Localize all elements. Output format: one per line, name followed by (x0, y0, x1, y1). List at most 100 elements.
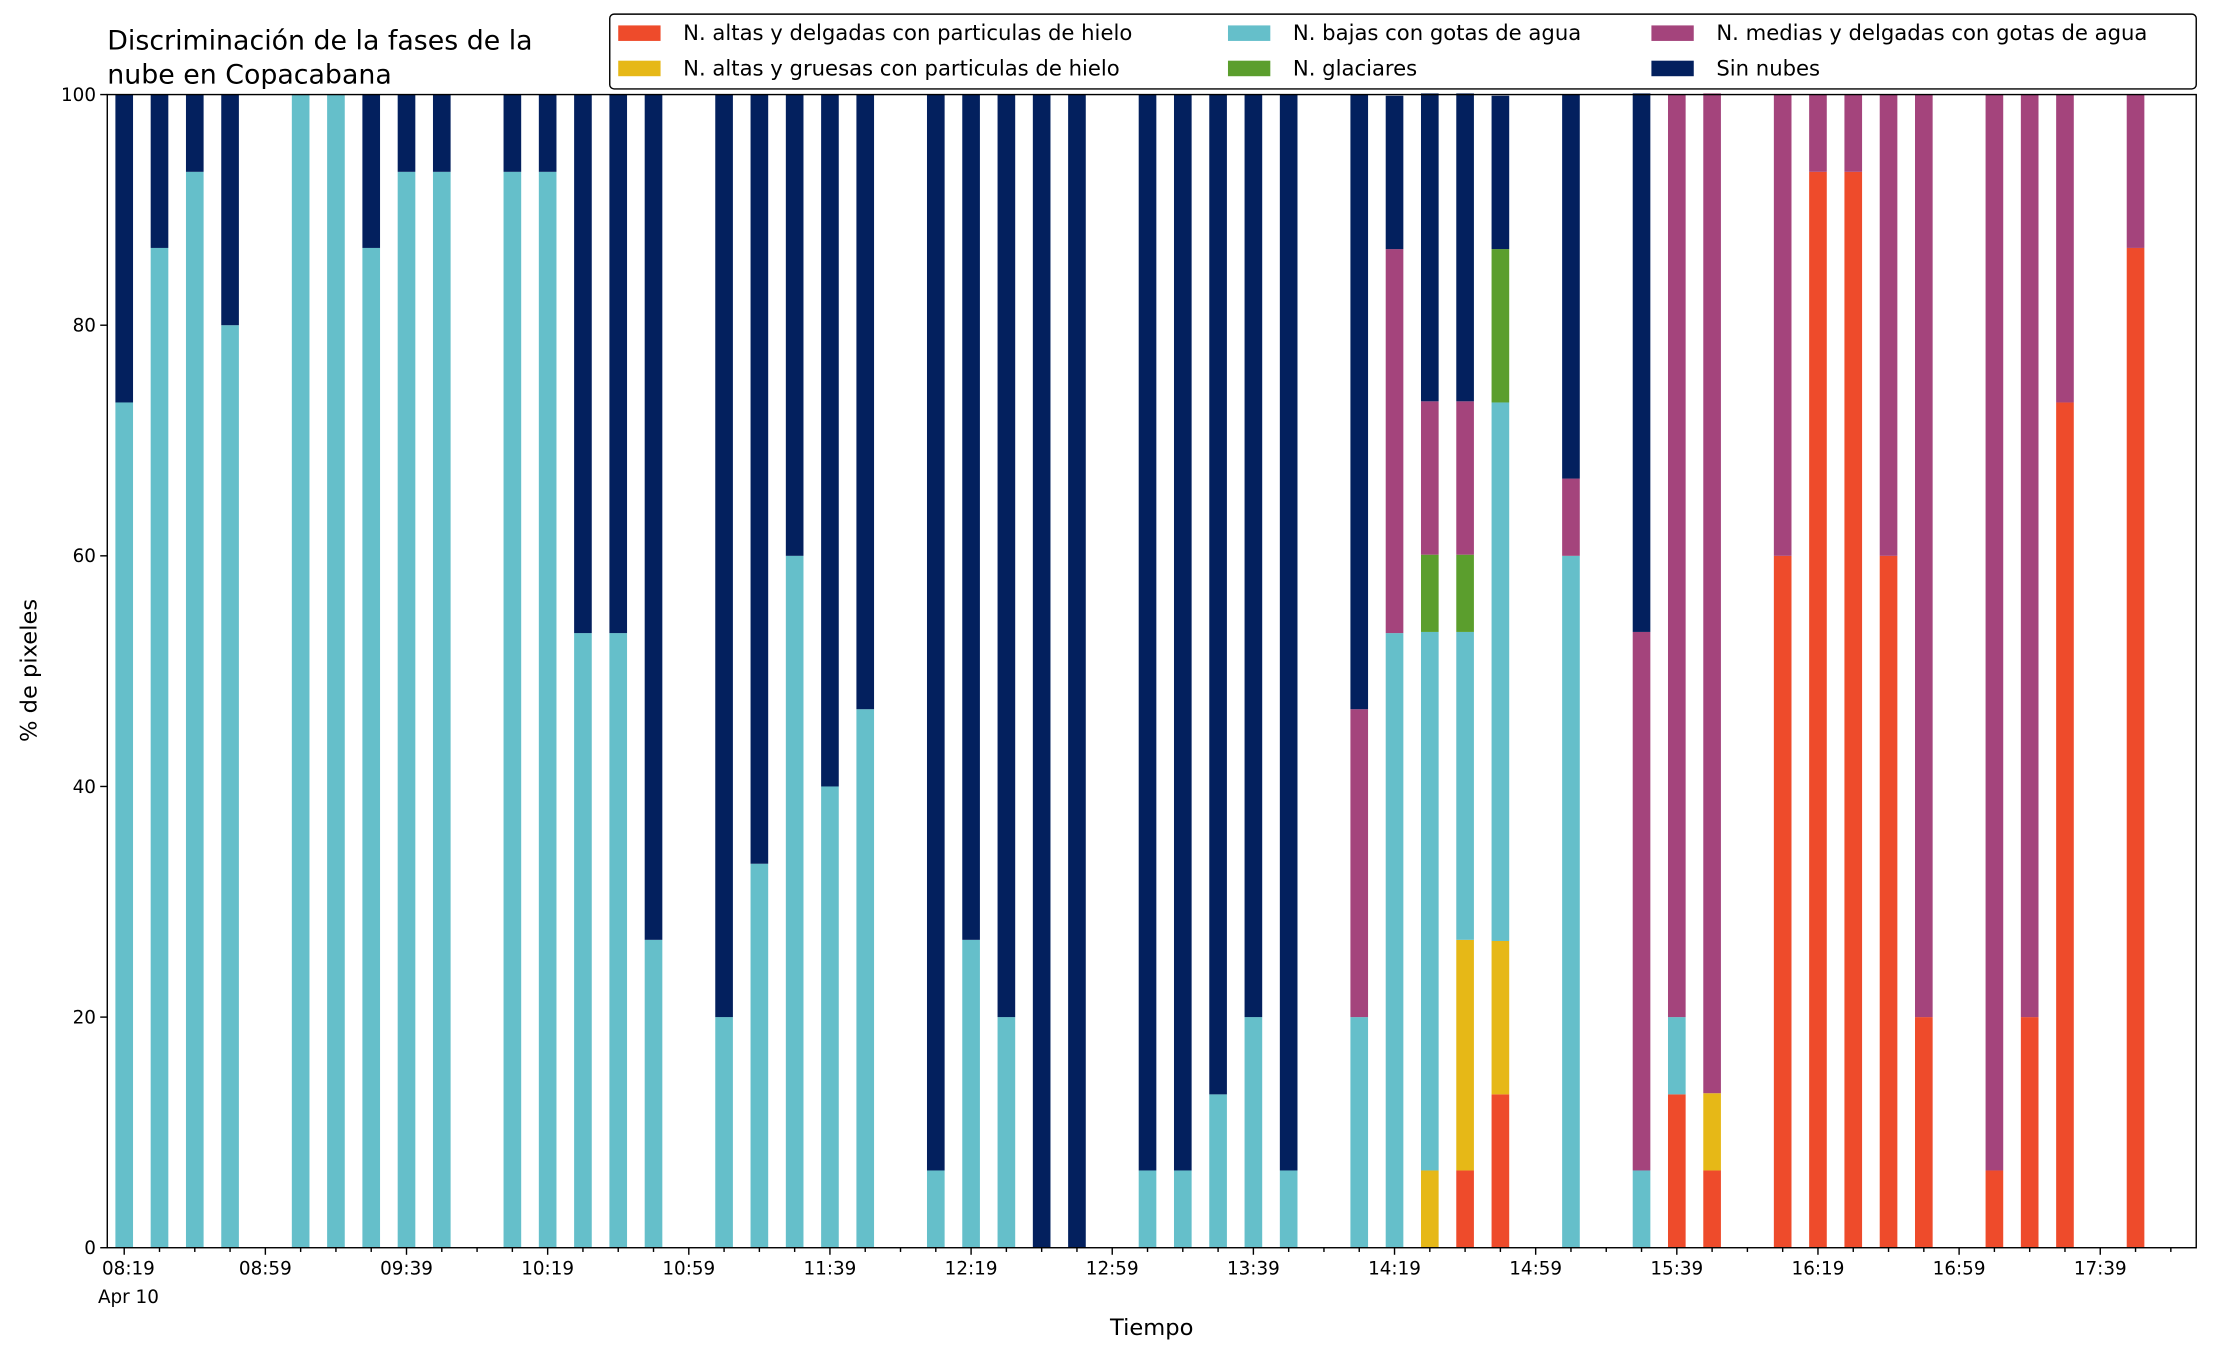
bar-segment (997, 1017, 1016, 1248)
y-tick-label: 80 (73, 316, 96, 337)
bar-segment (1420, 1170, 1439, 1248)
legend-swatch (618, 25, 661, 41)
x-tick-label: 08:19 (102, 1259, 155, 1280)
bar-segment (644, 939, 663, 1248)
bar-segment (1809, 171, 1827, 1248)
bar-segment (644, 94, 663, 940)
bar-segment (2020, 1017, 2039, 1248)
y-tick-label: 60 (73, 546, 96, 567)
bar-segment (1068, 94, 1086, 1248)
bar-segment (1491, 249, 1510, 403)
legend-swatch (1227, 60, 1271, 77)
y-tick-label: 40 (73, 777, 96, 798)
bar-segment (1420, 401, 1439, 555)
bar-segment (1209, 1094, 1227, 1248)
bar-segment (2056, 94, 2074, 403)
bar-segment (1138, 94, 1157, 1171)
y-tick-label: 0 (84, 1238, 96, 1259)
bar-segment (1844, 94, 1863, 172)
bar-segment (1773, 94, 1792, 556)
bar-segment (185, 94, 204, 172)
bar-segment (2056, 402, 2074, 1248)
y-tick-label: 20 (73, 1007, 96, 1028)
bar-segment (926, 94, 945, 1171)
legend: N. altas y delgadas con particulas de hi… (609, 13, 2197, 90)
bar-segment (785, 94, 804, 556)
bar-segment (1385, 249, 1404, 634)
bar-segment (1209, 94, 1227, 1095)
x-tick-label: 11:39 (804, 1259, 857, 1280)
bar-segment (1562, 555, 1580, 1248)
bar-segment (1420, 631, 1439, 1171)
bar-segment (1632, 631, 1651, 1171)
bar-segment (1703, 1170, 1721, 1248)
bar-segment (926, 1170, 945, 1248)
bar-segment (609, 633, 628, 1248)
bar-segment (1350, 709, 1369, 1018)
bar-segment (185, 171, 204, 1248)
x-tick-label: 17:39 (2074, 1259, 2127, 1280)
x-tick-label: 09:39 (380, 1259, 433, 1280)
bar-segment (221, 94, 239, 326)
x-tick-label: 10:19 (521, 1259, 574, 1280)
bar-segment (1456, 93, 1474, 402)
chart-title-line: nube en Copacabana (107, 59, 392, 90)
bar-segment (1279, 1170, 1298, 1248)
bar-segment (1491, 940, 1510, 1095)
bar-segment (432, 94, 451, 172)
bar-segment (1491, 95, 1510, 250)
bar-segment (503, 171, 522, 1248)
bar-segment (1879, 555, 1898, 1248)
x-tick-label: 08:59 (239, 1259, 292, 1280)
legend-box (609, 13, 2197, 90)
x-axis-label: Tiempo (1109, 1315, 1193, 1341)
bar-segment (1350, 1017, 1369, 1248)
bar-segment (962, 939, 980, 1248)
bar-segment (715, 1017, 733, 1248)
bar-segment (574, 94, 592, 634)
bar-segment (1491, 1094, 1510, 1248)
chart-title-line: Discriminación de la fases de la (107, 25, 532, 56)
bar-segment (1703, 93, 1721, 1094)
bar-segment (1032, 94, 1051, 1248)
bar-segment (1173, 1170, 1192, 1248)
y-tick-label: 100 (61, 85, 96, 106)
bar-segment (2126, 94, 2145, 248)
legend-swatch (618, 60, 661, 77)
bar-segment (1456, 631, 1474, 940)
legend-label: N. altas y gruesas con particulas de hie… (683, 56, 1120, 81)
bar-segment (1667, 1094, 1686, 1248)
bar-segment (1632, 93, 1651, 632)
bar-segment (115, 402, 134, 1248)
bar-segment (1385, 95, 1404, 250)
x-tick-label: 14:19 (1368, 1259, 1421, 1280)
bar-segment (1456, 554, 1474, 632)
bar-segment (115, 94, 134, 403)
x-tick-label: 16:19 (1792, 1259, 1845, 1280)
bar-segment (1420, 554, 1439, 632)
bar-segment (538, 171, 557, 1248)
bar-segment (1456, 401, 1474, 555)
legend-swatch (1651, 60, 1694, 77)
x-tick-label: 14:59 (1509, 1259, 1562, 1280)
bar-segment (1985, 1170, 2004, 1248)
x-tick-label: 13:39 (1227, 1259, 1280, 1280)
bar-segment (327, 94, 345, 1248)
x-tick-label: 12:19 (945, 1259, 998, 1280)
bar-segment (150, 247, 169, 1248)
legend-label: Sin nubes (1716, 56, 1820, 81)
bar-segment (362, 94, 381, 248)
bar-segment (1703, 1093, 1721, 1171)
bar-segment (1491, 402, 1510, 941)
bar-segment (1350, 94, 1369, 710)
bar-segment (397, 94, 416, 172)
bar-segment (1173, 94, 1192, 1171)
plot-frame (106, 93, 2197, 1249)
legend-swatch (1227, 25, 1271, 41)
x-tick-label: 12:59 (1086, 1259, 1139, 1280)
bar-segment (1915, 94, 1933, 1018)
legend-label: N. bajas con gotas de agua (1293, 20, 1581, 45)
bar-segment (362, 247, 381, 1248)
bar-segment (503, 94, 522, 172)
legend-swatch (1651, 25, 1694, 41)
